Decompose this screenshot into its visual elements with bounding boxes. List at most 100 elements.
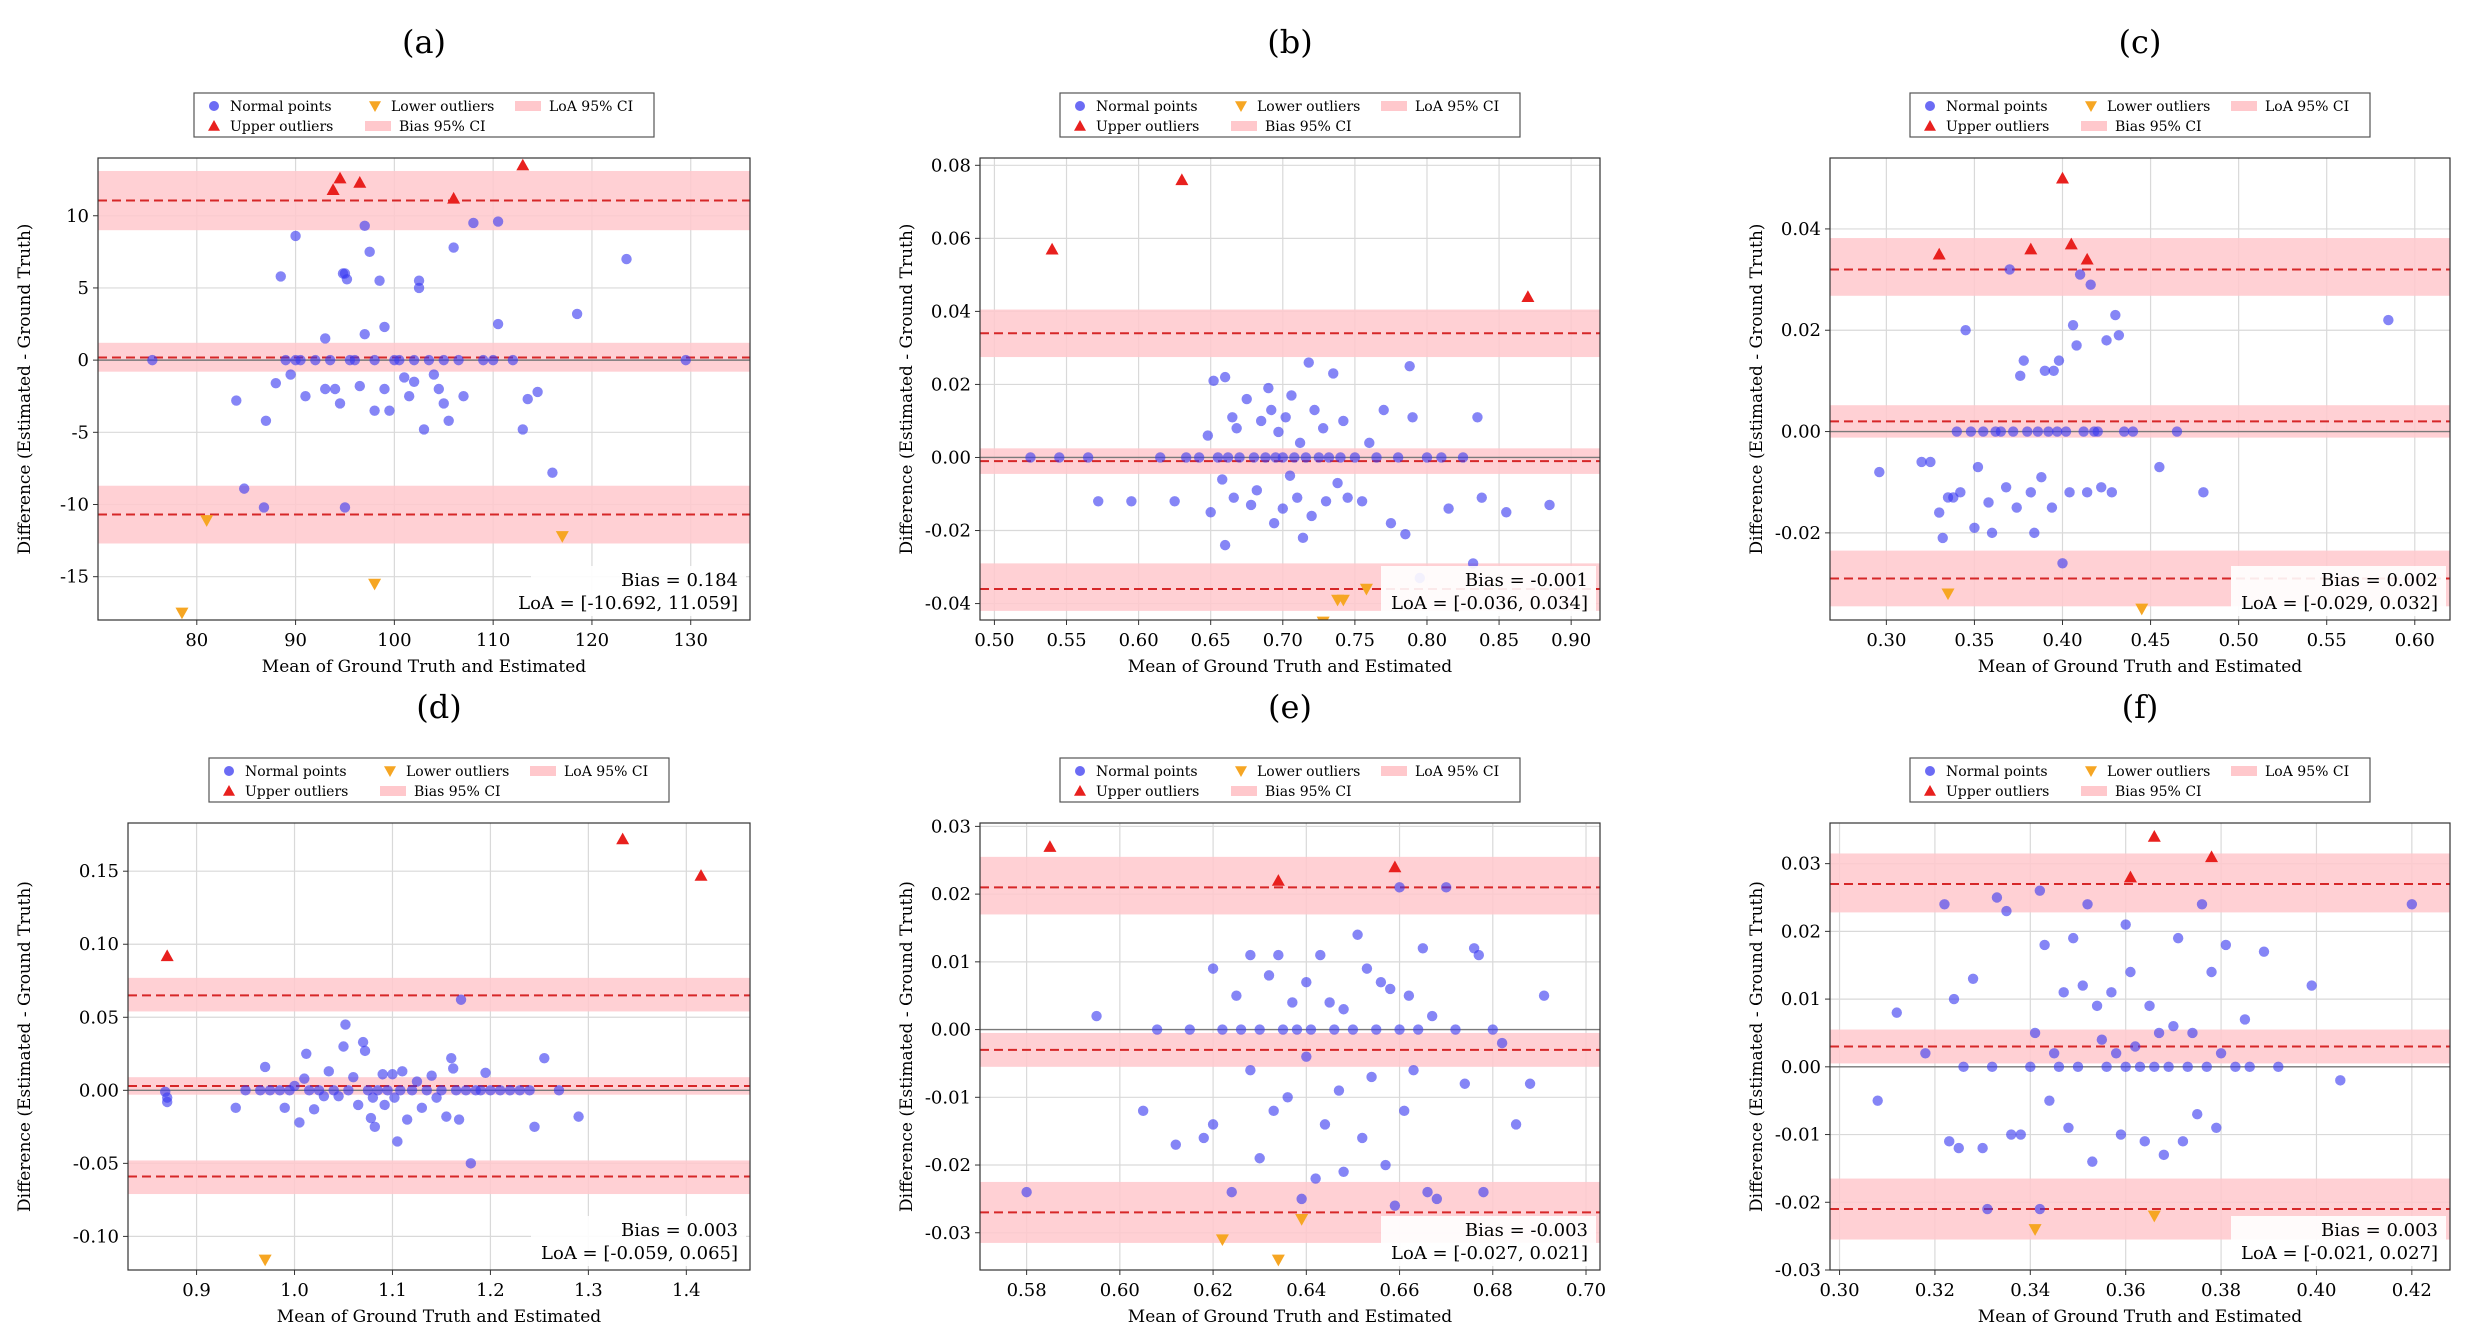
normal-point (2101, 1061, 2112, 1073)
legend-normal-marker (1925, 766, 1935, 776)
x-tick-label: 0.90 (1551, 630, 1591, 651)
x-tick-label: 1.3 (574, 1280, 603, 1301)
normal-point (1263, 970, 1275, 981)
normal-point (357, 1036, 369, 1048)
normal-point (621, 253, 632, 265)
bias-text: Bias = 0.003 (2321, 1220, 2438, 1241)
normal-point (1995, 426, 2007, 437)
normal-point (1538, 990, 1550, 1001)
legend-bias-label: Bias 95% CI (2115, 119, 2202, 135)
normal-point (1399, 1105, 1410, 1117)
y-axis-label: Difference (Estimated - Ground Truth) (15, 224, 35, 555)
normal-point (2015, 1129, 2026, 1140)
normal-point (2085, 279, 2096, 290)
x-tick-label: 0.32 (1915, 1280, 1955, 1301)
upper-outlier (2205, 850, 2219, 863)
panel-label: (a) (402, 23, 446, 61)
normal-point (394, 354, 405, 366)
normal-point (2196, 899, 2208, 910)
normal-point (1320, 496, 1332, 507)
normal-point (1920, 1048, 1931, 1059)
normal-point (2074, 269, 2086, 280)
x-axis-label: Mean of Ground Truth and Estimated (262, 657, 587, 677)
axes-frame (979, 157, 1601, 621)
y-tick-label: -0.03 (1775, 1260, 1821, 1281)
normal-point (401, 1114, 413, 1125)
normal-point (403, 391, 415, 402)
normal-point (468, 217, 479, 229)
normal-point (1939, 899, 1950, 910)
normal-point (1371, 1024, 1382, 1035)
normal-point (290, 230, 301, 242)
normal-point (1273, 949, 1284, 961)
normal-point (1421, 452, 1433, 463)
normal-point (2077, 980, 2088, 991)
normal-point (1021, 1186, 1032, 1198)
normal-point (487, 354, 499, 366)
x-tick-label: 0.50 (2219, 630, 2259, 651)
x-tick-label: 1.2 (476, 1280, 505, 1301)
normal-point (1212, 452, 1224, 463)
normal-point (343, 1085, 354, 1096)
plot-area (980, 823, 1600, 1270)
upper-outlier (2080, 252, 2094, 265)
legend-normal-label: Normal points (230, 99, 332, 115)
x-tick-label: 0.30 (1866, 630, 1906, 651)
y-tick-label: 0.00 (931, 1020, 971, 1041)
normal-point (1169, 496, 1180, 507)
x-tick-label: 0.30 (1819, 1280, 1859, 1301)
normal-point (2106, 487, 2118, 498)
legend-lower-label: Lower outliers (391, 99, 494, 115)
normal-point (1403, 990, 1415, 1001)
legend-box (1909, 92, 2371, 138)
normal-point (1440, 882, 1452, 893)
normal-point (441, 1111, 452, 1122)
legend-box (1909, 757, 2371, 803)
upper-outlier (447, 191, 461, 204)
loa-text: LoA = [-0.027, 0.021] (1391, 1243, 1588, 1264)
normal-point (1951, 426, 1963, 437)
upper-outlier (694, 869, 708, 881)
normal-point (1450, 1024, 1461, 1035)
upper-outlier (1388, 860, 1402, 873)
legend-bias-swatch (2081, 786, 2107, 796)
normal-point (1394, 1024, 1405, 1035)
normal-point (2064, 487, 2075, 498)
normal-point (2082, 899, 2093, 910)
normal-point (348, 1071, 359, 1083)
normal-point (2153, 1027, 2165, 1039)
normal-point (1315, 949, 1326, 961)
normal-point (339, 502, 351, 513)
upper-outlier (2123, 870, 2137, 883)
normal-point (2127, 426, 2139, 437)
normal-point (2230, 1061, 2241, 1073)
axes-frame (97, 157, 751, 621)
normal-point (460, 1085, 472, 1096)
normal-point (2001, 905, 2012, 917)
normal-point (2011, 502, 2022, 513)
normal-point (340, 1019, 351, 1030)
legend-loa-swatch (515, 101, 541, 111)
normal-point (1472, 412, 1483, 423)
normal-point (1375, 976, 1387, 988)
normal-point (2004, 264, 2015, 275)
x-tick-label: 1.0 (280, 1280, 309, 1301)
panel-e: (e) Normal points Upper outliers Lower outl… (897, 688, 1606, 1327)
normal-point (408, 354, 420, 366)
normal-point (329, 383, 341, 395)
normal-point (1349, 452, 1361, 463)
normal-point (2149, 1061, 2160, 1073)
normal-point (2239, 1014, 2251, 1025)
legend-upper-marker (223, 785, 235, 796)
lower-outlier (200, 515, 214, 527)
x-tick-label: 0.40 (2296, 1280, 2336, 1301)
lower-outlier (368, 578, 382, 591)
normal-point (428, 369, 440, 380)
normal-point (2057, 558, 2068, 569)
x-tick-label: 0.55 (1046, 630, 1086, 651)
y-tick-label: -0.01 (1775, 1125, 1821, 1146)
y-tick-label: -0.10 (73, 1226, 119, 1247)
panel-d: (d) Normal points Upper outliers Lower outl… (15, 688, 751, 1327)
x-axis-label: Mean of Ground Truth and Estimated (1128, 657, 1453, 677)
y-axis-label: Difference (Estimated - Ground Truth) (897, 224, 917, 555)
